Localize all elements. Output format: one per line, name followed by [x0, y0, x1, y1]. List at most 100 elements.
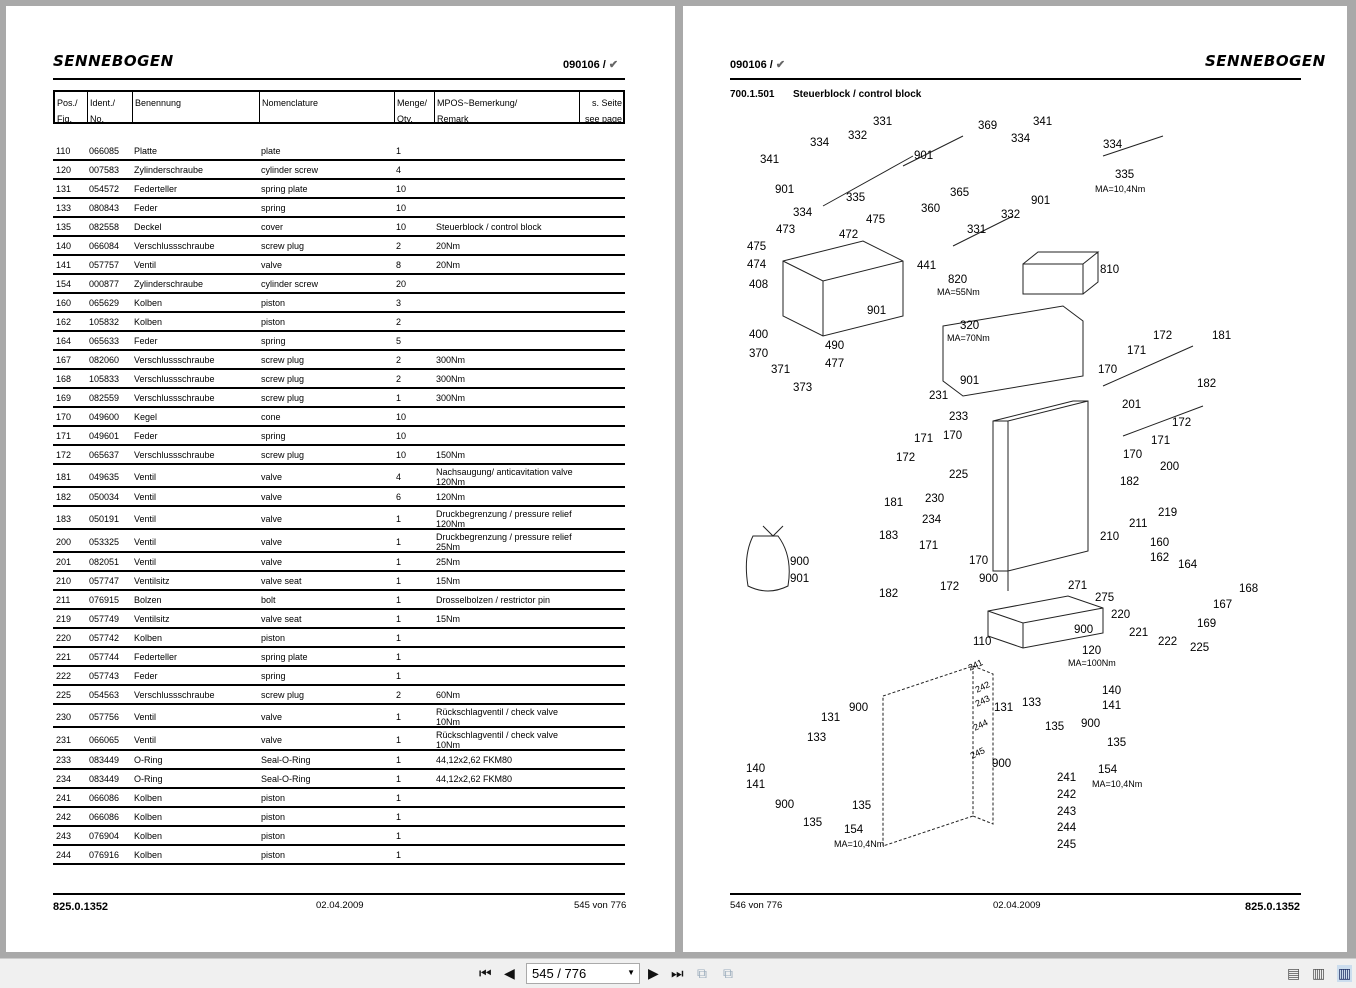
nomenclature-cell: screw plug: [261, 450, 305, 460]
remark-cell: 44,12x2,62 FKM80: [436, 774, 513, 784]
header-line: Remark: [437, 114, 469, 124]
nomenclature-cell: screw plug: [261, 690, 305, 700]
ident-cell: 066065: [89, 735, 120, 745]
part-callout: 369: [978, 120, 998, 132]
next-view-icon[interactable]: ⧉: [723, 965, 733, 981]
qty-cell: 20: [396, 279, 407, 289]
part-callout: 477: [825, 358, 845, 370]
part-callout: 331: [873, 116, 893, 128]
code-text: 090106 /: [563, 59, 606, 71]
pos-cell: 234: [56, 774, 72, 784]
doc-number: 825.0.1352: [53, 901, 109, 913]
last-page-icon[interactable]: ⏭: [671, 965, 684, 981]
part-callout: 400: [749, 329, 769, 341]
qty-cell: 2: [396, 317, 402, 327]
part-callout: 170: [943, 430, 963, 442]
part-callout: 901: [1031, 195, 1051, 207]
viewer-toolbar: ⏮ ◀ 545 / 776 ▼ ▶ ⏭ ⧉ ⧉ ▤ ▥ ▥: [0, 958, 1356, 988]
qty-cell: 1: [396, 712, 402, 722]
pos-cell: 233: [56, 755, 72, 765]
pos-cell: 210: [56, 576, 72, 586]
ident-cell: 053325: [89, 537, 120, 547]
check-icon: ✔: [775, 59, 786, 71]
nomenclature-cell: valve: [261, 514, 283, 524]
header-line: Pos./: [57, 98, 78, 108]
ident-cell: 050191: [89, 514, 120, 524]
section-title: Steuerblock / control block: [793, 89, 922, 100]
table-row: 110 066085 Platte plate 1: [53, 142, 625, 161]
part-callout: 211: [1129, 518, 1148, 530]
pos-cell: 201: [56, 557, 72, 567]
benennung-cell: Kolben: [134, 812, 163, 822]
valve-body-block: [942, 305, 1084, 397]
check-icon: ✔: [608, 59, 619, 71]
part-callout: 901: [775, 184, 795, 196]
qty-cell: 1: [396, 146, 402, 156]
part-callout: 210: [1100, 531, 1120, 543]
part-callout: 135: [803, 817, 823, 829]
benennung-cell: Ventil: [134, 472, 157, 482]
page-number-select[interactable]: 545 / 776 ▼: [526, 963, 640, 984]
benennung-cell: Federteller: [134, 652, 178, 662]
continuous-view-icon[interactable]: ▥: [1312, 965, 1326, 981]
next-page-icon[interactable]: ▶: [648, 965, 659, 981]
footer-rule: [730, 893, 1301, 895]
part-callout: 170: [969, 555, 989, 567]
table-row: 200 053325 Ventil valve 1 Druckbegrenzung / p…: [53, 530, 625, 553]
previous-view-icon[interactable]: ⧉: [697, 965, 707, 981]
part-callout: MA=10,4Nm: [834, 839, 885, 849]
previous-page-icon[interactable]: ◀: [504, 965, 515, 981]
qty-cell: 6: [396, 492, 402, 502]
part-callout: 474: [747, 259, 767, 271]
table-row: 230 057756 Ventil valve 1 Rückschlagventil / …: [53, 705, 625, 728]
two-page-view-icon[interactable]: ▥: [1337, 965, 1353, 982]
pos-cell: 110: [56, 146, 71, 156]
pos-cell: 167: [56, 355, 72, 365]
pos-cell: 131: [56, 184, 72, 194]
table-row: 219 057749 Ventilsitz valve seat 1 15Nm: [53, 610, 625, 629]
part-callout: 219: [1158, 507, 1178, 519]
qty-cell: 10: [396, 450, 407, 460]
qty-cell: 1: [396, 735, 402, 745]
nomenclature-cell: valve: [261, 472, 283, 482]
part-callout: 242: [1057, 789, 1077, 801]
ident-cell: 057744: [89, 652, 120, 662]
part-callout: 181: [884, 497, 904, 509]
part-callout: 171: [1151, 435, 1171, 447]
nomenclature-cell: valve: [261, 712, 283, 722]
qty-cell: 5: [396, 336, 402, 346]
nomenclature-cell: plate: [261, 146, 281, 156]
benennung-cell: Kolben: [134, 831, 163, 841]
benennung-cell: Ventil: [134, 260, 157, 270]
single-page-view-icon[interactable]: ▤: [1287, 965, 1301, 981]
ident-cell: 065637: [89, 450, 120, 460]
part-callout: 222: [1158, 636, 1178, 648]
benennung-cell: Verschlussschraube: [134, 393, 215, 403]
remark-cell: 44,12x2,62 FKM80: [436, 755, 513, 765]
remark-cell: Druckbegrenzung / pressure relief 120Nm: [436, 509, 572, 529]
part-callout: 900: [849, 702, 869, 714]
qty-cell: 2: [396, 355, 402, 365]
ident-cell: 082051: [89, 557, 120, 567]
dropdown-arrow-icon[interactable]: ▼: [627, 968, 635, 977]
part-callout: 475: [866, 214, 886, 226]
qty-cell: 1: [396, 537, 402, 547]
first-page-icon[interactable]: ⏮: [479, 965, 492, 981]
part-callout: 162: [1150, 552, 1170, 564]
qty-cell: 1: [396, 652, 402, 662]
part-callout: 341: [1033, 116, 1053, 128]
pos-cell: 200: [56, 537, 72, 547]
benennung-cell: Zylinderschraube: [134, 279, 204, 289]
nomenclature-cell: spring: [261, 336, 286, 346]
benennung-cell: Ventil: [134, 557, 157, 567]
header-line: Qty.: [397, 114, 413, 124]
part-callout: MA=55Nm: [937, 287, 980, 297]
nomenclature-cell: piston: [261, 831, 286, 841]
nomenclature-cell: valve: [261, 735, 283, 745]
part-callout: 133: [807, 732, 827, 744]
part-callout: 365: [950, 187, 970, 199]
table-row: 211 076915 Bolzen bolt 1 Drosselbolzen / rest…: [53, 591, 625, 610]
ident-cell: 066084: [89, 241, 120, 251]
qty-cell: 2: [396, 374, 402, 384]
ident-cell: 076904: [89, 831, 120, 841]
